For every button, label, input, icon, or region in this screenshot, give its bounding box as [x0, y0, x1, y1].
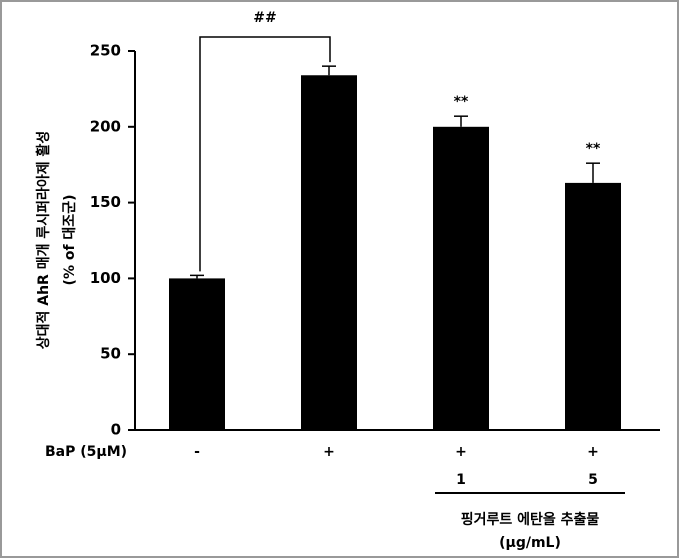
significance-label: ##	[253, 10, 276, 26]
x-tick-label: +	[587, 444, 599, 460]
y-tick-label: 50	[100, 345, 121, 363]
y-tick-label: 250	[90, 42, 121, 60]
significance-label: **	[586, 141, 601, 157]
dose-label: (μg/mL)	[499, 535, 561, 551]
dose-label: 핑거루트 에탄올 추출물	[461, 511, 600, 528]
bar	[565, 182, 621, 430]
y-tick-label: 200	[90, 117, 121, 135]
x-tick-label: +	[455, 444, 467, 460]
significance-bracket	[199, 36, 331, 272]
y-axis-label: 상대적 AhR 매개 루시퍼라아제 활성	[35, 131, 52, 350]
dose-tick-label: 5	[588, 472, 598, 488]
bar	[301, 75, 357, 431]
y-tick-label: 100	[90, 269, 121, 287]
y-tick-label: 150	[90, 193, 121, 211]
y-axis-label: (% of 대조군)	[62, 195, 78, 286]
dose-tick-label: 1	[456, 472, 466, 488]
bar	[169, 278, 225, 430]
bar	[433, 126, 489, 431]
y-tick-label: 0	[111, 421, 121, 439]
row-label: BaP (5μM)	[45, 444, 127, 460]
significance-label: **	[454, 94, 469, 110]
x-tick-label: -	[194, 444, 200, 460]
x-tick-label: +	[323, 444, 335, 460]
